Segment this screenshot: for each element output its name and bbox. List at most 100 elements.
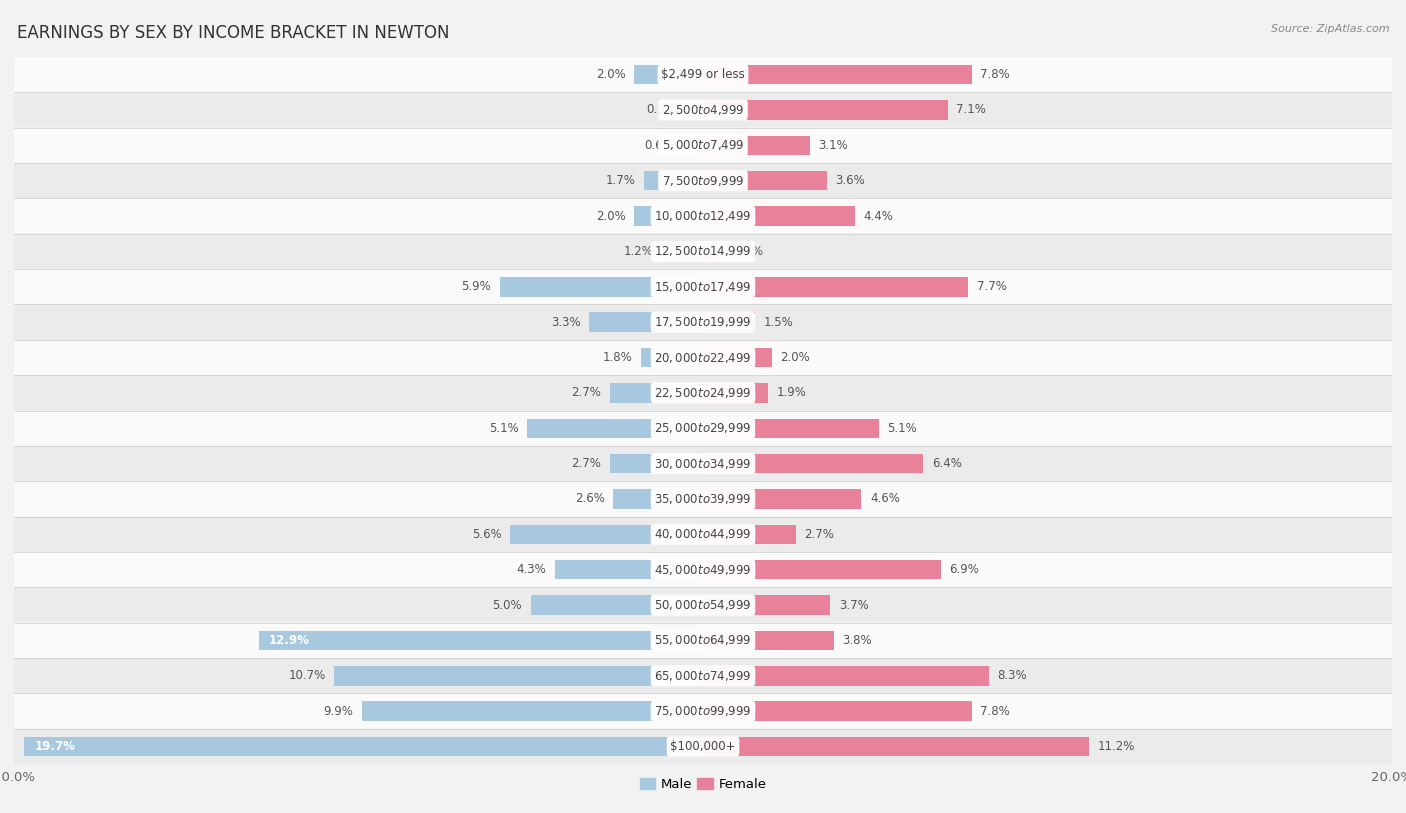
Bar: [703, 383, 769, 402]
FancyBboxPatch shape: [14, 587, 1392, 623]
Text: 6.4%: 6.4%: [932, 457, 962, 470]
FancyBboxPatch shape: [14, 57, 1392, 92]
FancyBboxPatch shape: [14, 411, 1392, 446]
Bar: [703, 595, 831, 615]
Text: Source: ZipAtlas.com: Source: ZipAtlas.com: [1271, 24, 1389, 34]
Text: 7.8%: 7.8%: [980, 705, 1010, 718]
Text: $40,000 to $44,999: $40,000 to $44,999: [654, 528, 752, 541]
Bar: [555, 560, 703, 580]
Text: 5.6%: 5.6%: [472, 528, 502, 541]
Text: $10,000 to $12,499: $10,000 to $12,499: [654, 209, 752, 223]
Text: $75,000 to $99,999: $75,000 to $99,999: [654, 704, 752, 718]
FancyBboxPatch shape: [14, 693, 1392, 729]
Bar: [692, 100, 703, 120]
FancyBboxPatch shape: [14, 552, 1392, 587]
Text: 2.7%: 2.7%: [571, 457, 602, 470]
Text: $25,000 to $29,999: $25,000 to $29,999: [654, 421, 752, 435]
Bar: [610, 454, 703, 473]
Bar: [703, 277, 969, 297]
Bar: [510, 524, 703, 544]
Text: 11.2%: 11.2%: [1098, 740, 1135, 753]
Bar: [703, 631, 834, 650]
Bar: [662, 241, 703, 261]
Bar: [703, 348, 772, 367]
Text: 0.43%: 0.43%: [727, 245, 763, 258]
Text: $7,500 to $9,999: $7,500 to $9,999: [662, 174, 744, 188]
Text: $100,000+: $100,000+: [671, 740, 735, 753]
Text: $22,500 to $24,999: $22,500 to $24,999: [654, 386, 752, 400]
FancyBboxPatch shape: [14, 340, 1392, 375]
FancyBboxPatch shape: [14, 446, 1392, 481]
Bar: [610, 383, 703, 402]
Bar: [703, 171, 827, 190]
Text: 1.7%: 1.7%: [606, 174, 636, 187]
Text: 3.3%: 3.3%: [551, 315, 581, 328]
Bar: [703, 560, 941, 580]
Bar: [641, 348, 703, 367]
Bar: [335, 666, 703, 685]
Bar: [259, 631, 703, 650]
FancyBboxPatch shape: [14, 481, 1392, 517]
Text: 3.7%: 3.7%: [839, 598, 869, 611]
Text: 3.6%: 3.6%: [835, 174, 865, 187]
Text: 19.7%: 19.7%: [35, 740, 76, 753]
Text: 3.1%: 3.1%: [818, 139, 848, 152]
Bar: [613, 489, 703, 509]
Text: 9.9%: 9.9%: [323, 705, 353, 718]
Text: 1.5%: 1.5%: [763, 315, 793, 328]
Bar: [644, 171, 703, 190]
FancyBboxPatch shape: [14, 623, 1392, 659]
Bar: [589, 312, 703, 332]
Text: 2.0%: 2.0%: [596, 210, 626, 223]
Text: 7.1%: 7.1%: [956, 103, 986, 116]
Text: $17,500 to $19,999: $17,500 to $19,999: [654, 315, 752, 329]
FancyBboxPatch shape: [14, 198, 1392, 233]
Text: 12.9%: 12.9%: [269, 634, 309, 647]
Text: $2,500 to $4,999: $2,500 to $4,999: [662, 103, 744, 117]
Text: 3.8%: 3.8%: [842, 634, 872, 647]
Bar: [634, 207, 703, 226]
Text: 4.6%: 4.6%: [870, 493, 900, 506]
Text: $65,000 to $74,999: $65,000 to $74,999: [654, 669, 752, 683]
FancyBboxPatch shape: [14, 659, 1392, 693]
Text: 2.7%: 2.7%: [804, 528, 835, 541]
Text: 7.7%: 7.7%: [977, 280, 1007, 293]
Text: 4.4%: 4.4%: [863, 210, 893, 223]
Bar: [527, 419, 703, 438]
Text: $45,000 to $49,999: $45,000 to $49,999: [654, 563, 752, 576]
Text: $2,499 or less: $2,499 or less: [661, 68, 745, 81]
Bar: [703, 524, 796, 544]
Text: 2.6%: 2.6%: [575, 493, 605, 506]
Text: $5,000 to $7,499: $5,000 to $7,499: [662, 138, 744, 152]
Bar: [703, 489, 862, 509]
Bar: [531, 595, 703, 615]
Text: 1.9%: 1.9%: [778, 386, 807, 399]
Text: 2.0%: 2.0%: [780, 351, 810, 364]
Bar: [703, 100, 948, 120]
Bar: [703, 702, 972, 721]
Text: 1.8%: 1.8%: [603, 351, 633, 364]
Text: 2.0%: 2.0%: [596, 68, 626, 81]
Bar: [634, 65, 703, 85]
FancyBboxPatch shape: [14, 233, 1392, 269]
FancyBboxPatch shape: [14, 729, 1392, 764]
Text: $15,000 to $17,499: $15,000 to $17,499: [654, 280, 752, 293]
Text: 0.6%: 0.6%: [644, 139, 673, 152]
Bar: [24, 737, 703, 756]
Text: $55,000 to $64,999: $55,000 to $64,999: [654, 633, 752, 647]
FancyBboxPatch shape: [14, 304, 1392, 340]
Bar: [703, 65, 972, 85]
Text: 2.7%: 2.7%: [571, 386, 602, 399]
Text: 0.32%: 0.32%: [647, 103, 683, 116]
Text: 4.3%: 4.3%: [516, 563, 547, 576]
FancyBboxPatch shape: [14, 128, 1392, 163]
Text: 5.9%: 5.9%: [461, 280, 491, 293]
Text: 5.0%: 5.0%: [492, 598, 522, 611]
Text: 5.1%: 5.1%: [489, 422, 519, 435]
Bar: [703, 737, 1088, 756]
Text: 8.3%: 8.3%: [997, 669, 1028, 682]
FancyBboxPatch shape: [14, 517, 1392, 552]
Text: $30,000 to $34,999: $30,000 to $34,999: [654, 457, 752, 471]
Bar: [703, 666, 988, 685]
Bar: [703, 241, 718, 261]
